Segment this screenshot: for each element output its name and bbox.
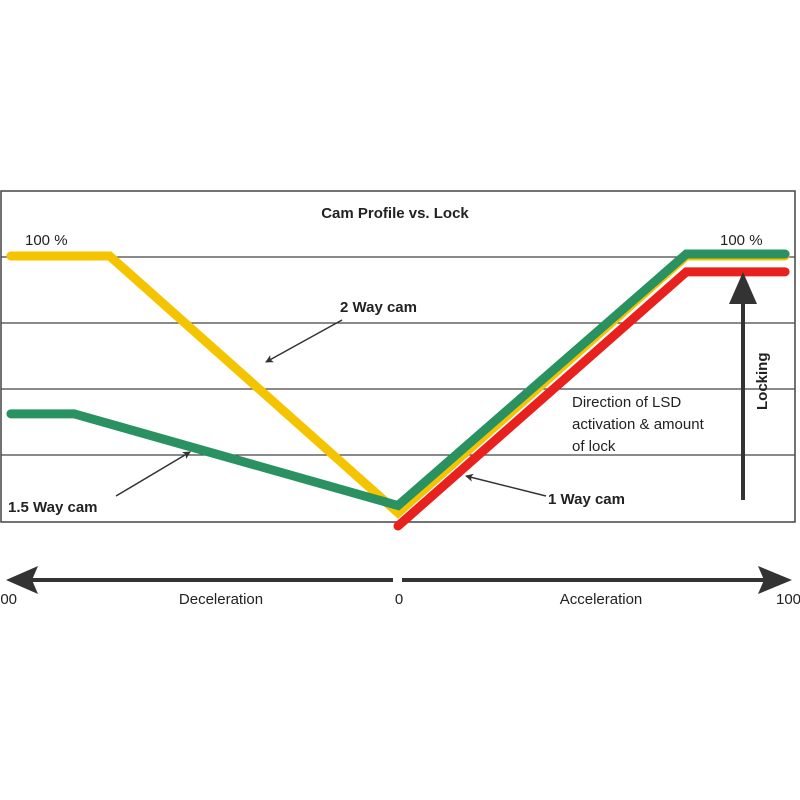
annotation-line-1: Direction of LSD xyxy=(572,394,681,411)
x-tick-center: 0 xyxy=(395,591,403,608)
y-top-label-right: 100 % xyxy=(720,232,763,249)
y-axis-label-locking: Locking xyxy=(754,352,771,410)
y-top-label-left: 100 % xyxy=(25,232,68,249)
deceleration-arrow-head xyxy=(6,566,38,594)
gridlines xyxy=(1,256,795,456)
annotation-line-3: of lock xyxy=(572,438,616,455)
pointer-arrow-2-way xyxy=(265,319,343,363)
pointer-arrow-1-5-way xyxy=(115,451,191,497)
chart-title: Cam Profile vs. Lock xyxy=(321,205,469,222)
x-tick-left: 100 xyxy=(0,591,17,608)
pointer-arrow-1-way xyxy=(465,473,547,497)
series-label-2-way-cam: 2 Way cam xyxy=(340,299,417,316)
series-label-1-5-way-cam: 1.5 Way cam xyxy=(8,499,98,516)
locking-arrow-head xyxy=(729,272,757,304)
x-tick-right: 100 xyxy=(776,591,800,608)
plot-frame xyxy=(0,190,796,523)
series-line-1-5-way-cam xyxy=(6,249,790,511)
x-region-deceleration: Deceleration xyxy=(179,591,263,608)
series-line-2-way-cam xyxy=(6,251,790,519)
series-label-1-way-cam: 1 Way cam xyxy=(548,491,625,508)
acceleration-arrow-head xyxy=(758,566,792,594)
annotation-line-2: activation & amount xyxy=(572,416,705,433)
series-line-1-way-cam xyxy=(393,267,790,531)
x-region-acceleration: Acceleration xyxy=(560,591,643,608)
